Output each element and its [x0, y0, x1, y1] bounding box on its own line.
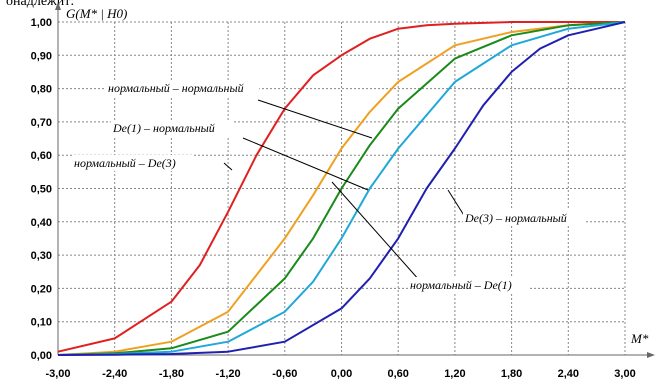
y-axis-label: G(M* | H0) [66, 6, 127, 21]
annotation-bg-3 [463, 210, 585, 226]
x-tick-label: 1,80 [501, 368, 522, 380]
y-tick-label: 0,30 [31, 250, 52, 262]
x-tick-label: 1,20 [444, 368, 465, 380]
series-line-4 [57, 21, 626, 356]
axis-labels: G(M* | H0) M* [66, 6, 649, 346]
series-line-3 [57, 21, 626, 356]
y-tick-label: 0,20 [31, 283, 52, 295]
x-tick-label: -1,80 [159, 368, 184, 380]
series-line-1 [57, 21, 626, 356]
annotation-bg-4 [408, 277, 530, 293]
y-tick-label: 0,80 [31, 84, 52, 96]
y-tick-label: 0,10 [31, 317, 52, 329]
x-tick-label: -3,00 [45, 368, 70, 380]
annotation-bg-2 [72, 155, 194, 171]
x-tick-label: -2,40 [102, 368, 127, 380]
x-axis-arrow [647, 352, 655, 358]
annotation-label-2: нормальный – De(3) [74, 156, 176, 170]
y-tick-label: 0,70 [31, 117, 52, 129]
series-line-2 [57, 21, 626, 356]
annotation-bg-1 [111, 120, 233, 136]
annotation-leader-4 [331, 181, 421, 282]
annotations: нормальный – нормальный De(1) – нормальны… [72, 80, 585, 293]
x-tick-label: -1,20 [216, 368, 241, 380]
y-tick-label: 0,00 [31, 350, 52, 362]
annotation-bg-0 [106, 80, 260, 96]
annotation-label-3: De(3) – нормальный [464, 211, 567, 225]
annotation-leader-3 [447, 189, 466, 218]
annotation-label-4: нормальный – De(1) [410, 278, 512, 292]
y-tick-label: 0,40 [31, 217, 52, 229]
series-line-0 [57, 21, 625, 353]
y-axis-arrow [55, 2, 61, 10]
x-tick-label: 0,00 [331, 368, 352, 380]
x-tick-label: 3,00 [614, 368, 635, 380]
annotation-leader-1 [242, 137, 369, 191]
x-tick-label: 2,40 [558, 368, 579, 380]
annotation-label-0: нормальный – нормальный [108, 81, 244, 95]
tick-labels: -3,00 -2,40 -1,80 -1,20 -0,60 0,00 0,60 1,20 1,8… [31, 17, 636, 380]
annotation-leader-2 [223, 162, 233, 171]
y-tick-label: 0,90 [31, 50, 52, 62]
x-axis-label: M* [630, 331, 649, 346]
top-text-fragment: онадлежит: [6, 0, 75, 9]
series-group [57, 21, 626, 356]
annotation-leader-0 [257, 99, 373, 139]
x-tick-label: -0,60 [272, 368, 297, 380]
annotation-label-1: De(1) – нормальный [112, 121, 215, 135]
y-tick-label: 0,60 [31, 150, 52, 162]
y-tick-label: 0,50 [31, 184, 52, 196]
x-tick-label: 0,60 [387, 368, 408, 380]
y-tick-label: 1,00 [31, 17, 52, 29]
